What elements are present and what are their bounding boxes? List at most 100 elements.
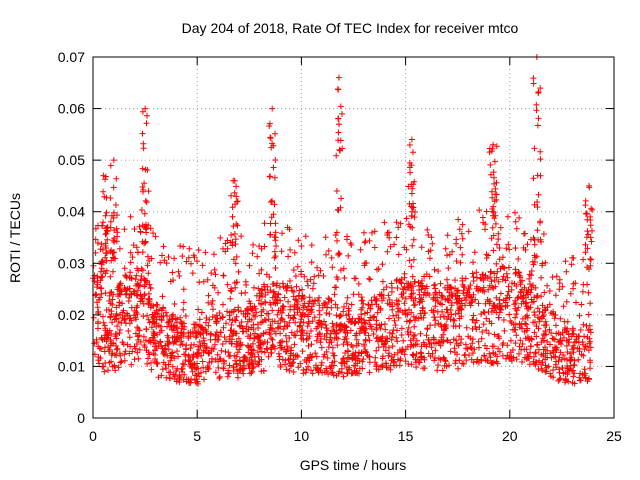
data-point	[334, 304, 341, 311]
data-point	[585, 347, 592, 354]
data-point	[482, 274, 489, 280]
data-point	[350, 291, 357, 298]
data-point	[373, 324, 380, 331]
data-point	[255, 361, 262, 368]
data-point	[581, 366, 588, 373]
data-point	[279, 356, 286, 363]
data-point	[534, 227, 541, 234]
data-point	[331, 291, 338, 298]
data-point	[290, 359, 296, 366]
data-point	[245, 326, 252, 333]
data-point	[383, 364, 390, 371]
data-point	[333, 284, 340, 291]
data-point	[547, 370, 554, 377]
data-point	[439, 293, 446, 300]
data-point	[556, 354, 563, 361]
data-point	[304, 323, 311, 330]
data-point	[346, 364, 353, 371]
data-point	[464, 289, 471, 296]
data-point	[333, 229, 340, 236]
data-point	[512, 209, 518, 216]
data-point	[316, 294, 322, 301]
data-point	[400, 337, 407, 344]
data-point	[258, 368, 265, 375]
data-point	[512, 245, 519, 251]
data-point	[192, 364, 199, 371]
data-point	[267, 135, 274, 142]
data-point	[228, 288, 235, 295]
data-point	[361, 239, 368, 246]
data-point	[119, 309, 126, 316]
y-tick-label: 0.01	[58, 358, 85, 374]
data-point	[335, 129, 342, 136]
data-point	[542, 259, 549, 266]
data-point	[308, 328, 314, 334]
data-point	[496, 304, 503, 311]
data-point	[139, 130, 146, 137]
data-point	[290, 315, 297, 322]
data-point	[168, 350, 175, 357]
data-point	[560, 370, 567, 377]
data-point	[273, 282, 280, 289]
data-point	[295, 364, 302, 371]
data-point	[113, 175, 120, 182]
data-point	[146, 295, 153, 302]
data-point	[140, 300, 147, 307]
data-point	[539, 367, 546, 374]
data-point	[519, 277, 525, 284]
data-point	[455, 216, 462, 223]
data-point	[225, 370, 232, 376]
data-point	[271, 248, 278, 255]
data-point	[444, 337, 451, 344]
data-point	[369, 229, 375, 236]
data-point	[195, 350, 201, 357]
data-point	[479, 287, 486, 294]
data-point	[251, 334, 258, 341]
data-point	[186, 245, 193, 252]
data-point	[581, 346, 588, 353]
data-point	[120, 341, 127, 348]
data-point	[235, 335, 242, 342]
data-point	[323, 365, 330, 372]
data-point	[438, 323, 445, 330]
data-point	[362, 348, 369, 355]
data-point	[249, 307, 256, 314]
data-point	[463, 324, 470, 331]
data-point	[347, 327, 354, 334]
data-point	[276, 353, 283, 360]
data-point	[96, 360, 103, 367]
data-point	[316, 311, 323, 318]
data-point	[244, 318, 251, 325]
data-point	[447, 348, 454, 355]
data-point	[126, 334, 133, 341]
data-point	[313, 362, 319, 369]
data-point	[420, 365, 427, 372]
data-point	[418, 286, 425, 293]
data-point	[232, 201, 239, 208]
data-point	[352, 332, 359, 339]
data-point	[556, 369, 563, 376]
data-point	[372, 296, 379, 303]
data-point	[386, 350, 393, 357]
data-point	[585, 311, 592, 318]
data-point	[509, 347, 516, 353]
data-point	[344, 294, 351, 301]
data-point	[254, 253, 261, 260]
data-point	[116, 245, 123, 252]
data-point	[162, 361, 169, 368]
data-point	[279, 305, 286, 311]
data-point	[144, 277, 151, 284]
data-point	[428, 344, 435, 351]
data-point	[308, 354, 315, 361]
data-point	[255, 285, 262, 292]
data-point	[223, 320, 229, 327]
x-tick-label: 10	[294, 428, 310, 444]
data-point	[198, 309, 205, 316]
data-point	[335, 370, 342, 377]
data-point	[102, 254, 109, 261]
data-point	[411, 214, 418, 221]
data-point	[469, 350, 476, 357]
data-point	[333, 331, 340, 337]
data-point	[128, 361, 135, 368]
data-point	[262, 292, 269, 298]
